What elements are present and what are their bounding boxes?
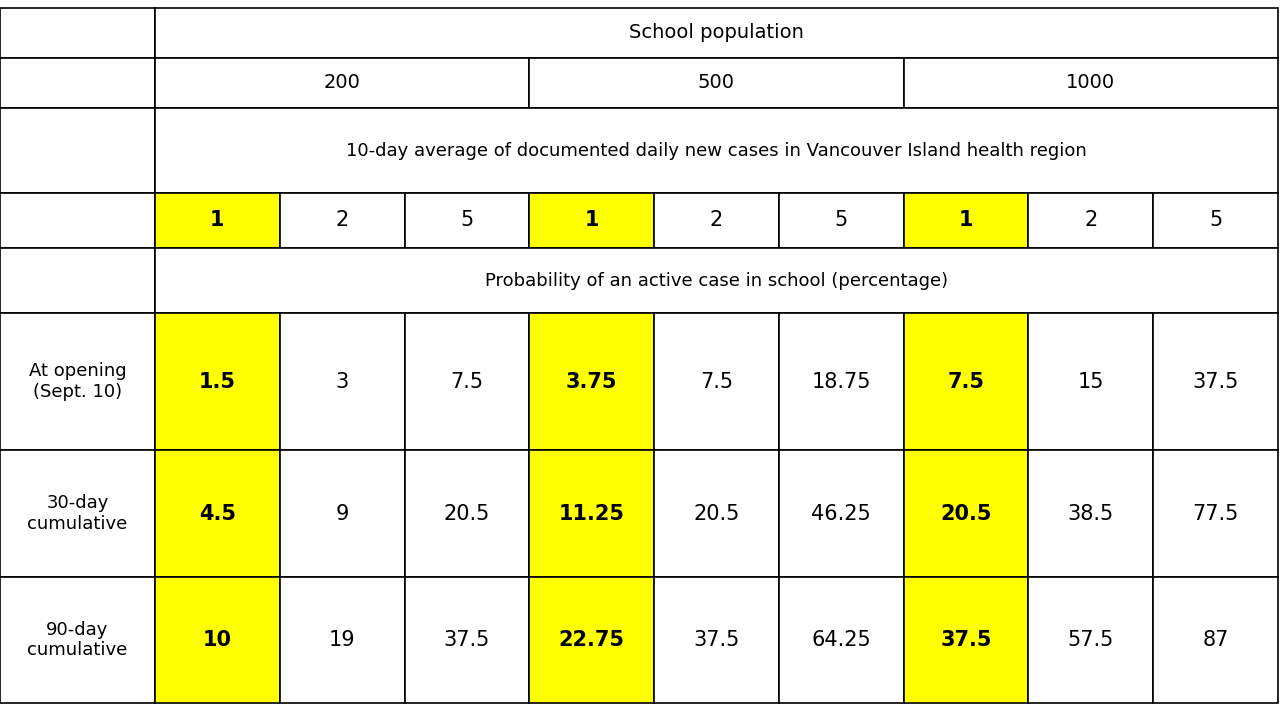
Bar	[779, 450, 904, 577]
Text: 22.75: 22.75	[558, 630, 625, 650]
Text: 1: 1	[210, 210, 225, 230]
Bar	[904, 193, 1029, 248]
Text: 10-day average of documented daily new cases in Vancouver Island health region: 10-day average of documented daily new c…	[346, 141, 1087, 160]
Text: 77.5: 77.5	[1192, 503, 1238, 523]
Bar	[156, 8, 1278, 58]
Text: 46.25: 46.25	[811, 503, 871, 523]
Text: 2: 2	[336, 210, 349, 230]
Bar	[530, 193, 655, 248]
Text: 10: 10	[203, 630, 231, 650]
Bar	[779, 193, 904, 248]
Text: 500: 500	[698, 73, 736, 93]
Text: 200: 200	[324, 73, 360, 93]
Text: 19: 19	[329, 630, 355, 650]
Bar	[655, 450, 779, 577]
Bar	[1029, 193, 1154, 248]
Bar	[1029, 577, 1154, 703]
Bar	[405, 313, 530, 450]
Bar	[280, 193, 405, 248]
Text: 7.5: 7.5	[700, 371, 733, 391]
Bar	[779, 577, 904, 703]
Bar	[530, 450, 655, 577]
Bar	[530, 313, 655, 450]
Bar	[655, 313, 779, 450]
Text: 37.5: 37.5	[940, 630, 992, 650]
Bar	[1154, 577, 1278, 703]
Bar	[1154, 193, 1278, 248]
Text: 3: 3	[336, 371, 349, 391]
Bar	[156, 108, 1278, 193]
Bar	[904, 450, 1029, 577]
Bar	[156, 313, 280, 450]
Text: 3.75: 3.75	[566, 371, 617, 391]
Bar	[0, 8, 156, 58]
Bar	[904, 58, 1278, 108]
Bar	[655, 577, 779, 703]
Text: 1000: 1000	[1066, 73, 1115, 93]
Bar	[655, 193, 779, 248]
Text: 1: 1	[959, 210, 974, 230]
Text: 20.5: 20.5	[693, 503, 739, 523]
Text: 5: 5	[1209, 210, 1222, 230]
Bar	[280, 313, 405, 450]
Text: 37.5: 37.5	[444, 630, 490, 650]
Text: 57.5: 57.5	[1067, 630, 1114, 650]
Bar	[1029, 450, 1154, 577]
Bar	[405, 450, 530, 577]
Bar	[156, 58, 530, 108]
Bar	[1154, 450, 1278, 577]
Bar	[0, 58, 156, 108]
Text: 2: 2	[710, 210, 723, 230]
Text: 64.25: 64.25	[811, 630, 871, 650]
Bar	[1029, 313, 1154, 450]
Bar	[280, 450, 405, 577]
Bar	[156, 577, 280, 703]
Bar	[0, 193, 156, 248]
Text: 87: 87	[1202, 630, 1229, 650]
Text: 20.5: 20.5	[940, 503, 992, 523]
Text: 18.75: 18.75	[811, 371, 871, 391]
Text: 37.5: 37.5	[1192, 371, 1238, 391]
Text: Probability of an active case in school (percentage): Probability of an active case in school …	[485, 272, 948, 289]
Text: 1.5: 1.5	[199, 371, 235, 391]
Text: 15: 15	[1078, 371, 1105, 391]
Text: 11.25: 11.25	[558, 503, 625, 523]
Text: 7.5: 7.5	[450, 371, 484, 391]
Bar	[156, 193, 280, 248]
Bar	[779, 313, 904, 450]
Bar	[0, 313, 156, 450]
Text: 30-day
cumulative: 30-day cumulative	[27, 494, 127, 533]
Bar	[904, 577, 1029, 703]
Text: 1: 1	[584, 210, 599, 230]
Bar	[1154, 313, 1278, 450]
Text: 9: 9	[336, 503, 349, 523]
Text: 38.5: 38.5	[1067, 503, 1114, 523]
Bar	[405, 577, 530, 703]
Bar	[280, 577, 405, 703]
Text: 20.5: 20.5	[444, 503, 490, 523]
Bar	[156, 248, 1278, 313]
Bar	[530, 58, 904, 108]
Text: 5: 5	[460, 210, 473, 230]
Text: At opening
(Sept. 10): At opening (Sept. 10)	[28, 362, 126, 401]
Text: 2: 2	[1084, 210, 1097, 230]
Bar	[0, 577, 156, 703]
Bar	[530, 577, 655, 703]
Text: School population: School population	[629, 24, 804, 43]
Text: 4.5: 4.5	[199, 503, 235, 523]
Bar	[0, 248, 156, 313]
Text: 5: 5	[835, 210, 847, 230]
Bar	[904, 313, 1029, 450]
Text: 7.5: 7.5	[948, 371, 985, 391]
Bar	[0, 450, 156, 577]
Bar	[0, 108, 156, 193]
Text: 90-day
cumulative: 90-day cumulative	[27, 620, 127, 660]
Bar	[405, 193, 530, 248]
Bar	[156, 450, 280, 577]
Text: 37.5: 37.5	[693, 630, 739, 650]
